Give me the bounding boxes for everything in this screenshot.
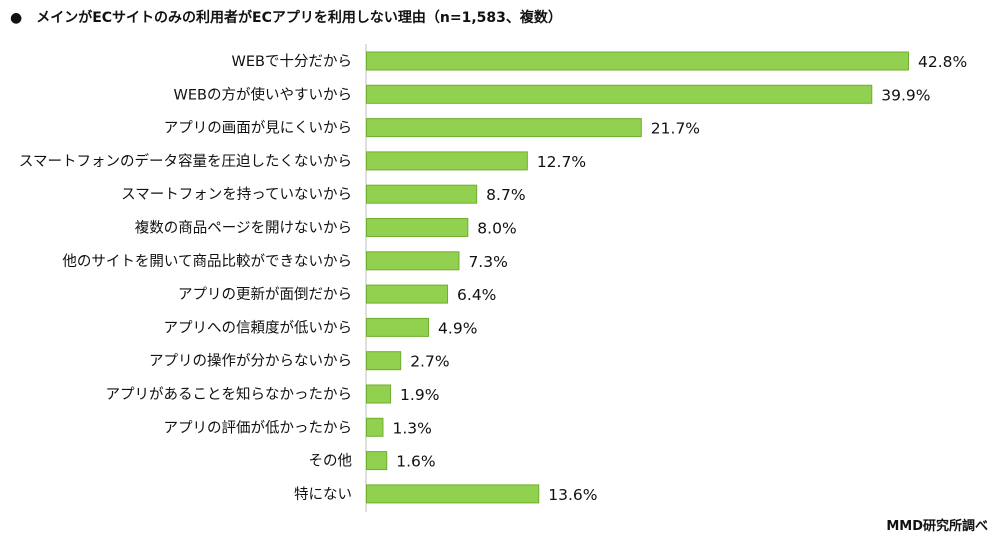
value-label: 7.3% — [468, 253, 507, 271]
bar — [366, 184, 478, 204]
value-label: 1.9% — [400, 386, 439, 404]
bar — [366, 417, 384, 437]
category-label: スマートフォンのデータ容量を圧迫したくないから — [19, 152, 352, 170]
value-label: 8.7% — [486, 186, 525, 204]
value-label: 21.7% — [651, 120, 700, 138]
category-label: アプリの画面が見にくいから — [164, 120, 352, 137]
bar — [366, 51, 909, 71]
bar — [366, 384, 392, 404]
category-label: アプリがあることを知らなかったから — [106, 386, 353, 403]
value-label: 2.7% — [410, 353, 449, 371]
category-label: 特にない — [294, 486, 352, 503]
value-label: 1.6% — [396, 453, 435, 471]
value-label: 39.9% — [881, 86, 930, 104]
value-label: 13.6% — [548, 486, 597, 504]
value-label: 42.8% — [918, 53, 967, 71]
bar — [366, 351, 402, 371]
category-label: スマートフォンを持っていないから — [121, 186, 352, 203]
bar — [366, 118, 642, 138]
category-label: アプリの更新が面倒だから — [178, 286, 352, 303]
category-label: 他のサイトを開いて商品比較ができないから — [62, 252, 352, 270]
bar — [366, 218, 469, 237]
value-label: 1.3% — [392, 419, 431, 437]
category-label: アプリの操作が分からないから — [149, 353, 352, 370]
bar — [366, 317, 430, 337]
bar — [366, 251, 460, 271]
value-label: 8.0% — [477, 220, 516, 238]
bar — [366, 284, 449, 304]
value-label: 12.7% — [537, 153, 586, 171]
source-note: MMD研究所調べ — [886, 519, 988, 534]
category-label: WEBの方が使いやすいから — [174, 86, 352, 103]
value-label: 4.9% — [438, 319, 477, 337]
value-label: 6.4% — [457, 286, 496, 304]
bar — [366, 151, 528, 171]
category-label: WEBで十分だから — [232, 53, 352, 70]
bar — [366, 451, 388, 471]
category-label: 複数の商品ページを開けないから — [135, 220, 352, 237]
bar — [366, 84, 873, 104]
bar — [366, 484, 540, 504]
chart-title: ● メインがECサイトのみの利用者がECアプリを利用しない理由（n=1,583、… — [10, 10, 562, 26]
category-label: アプリへの信頼度が低いから — [164, 319, 353, 336]
category-label: その他 — [309, 453, 353, 470]
category-label: アプリの評価が低かったから — [164, 419, 353, 436]
